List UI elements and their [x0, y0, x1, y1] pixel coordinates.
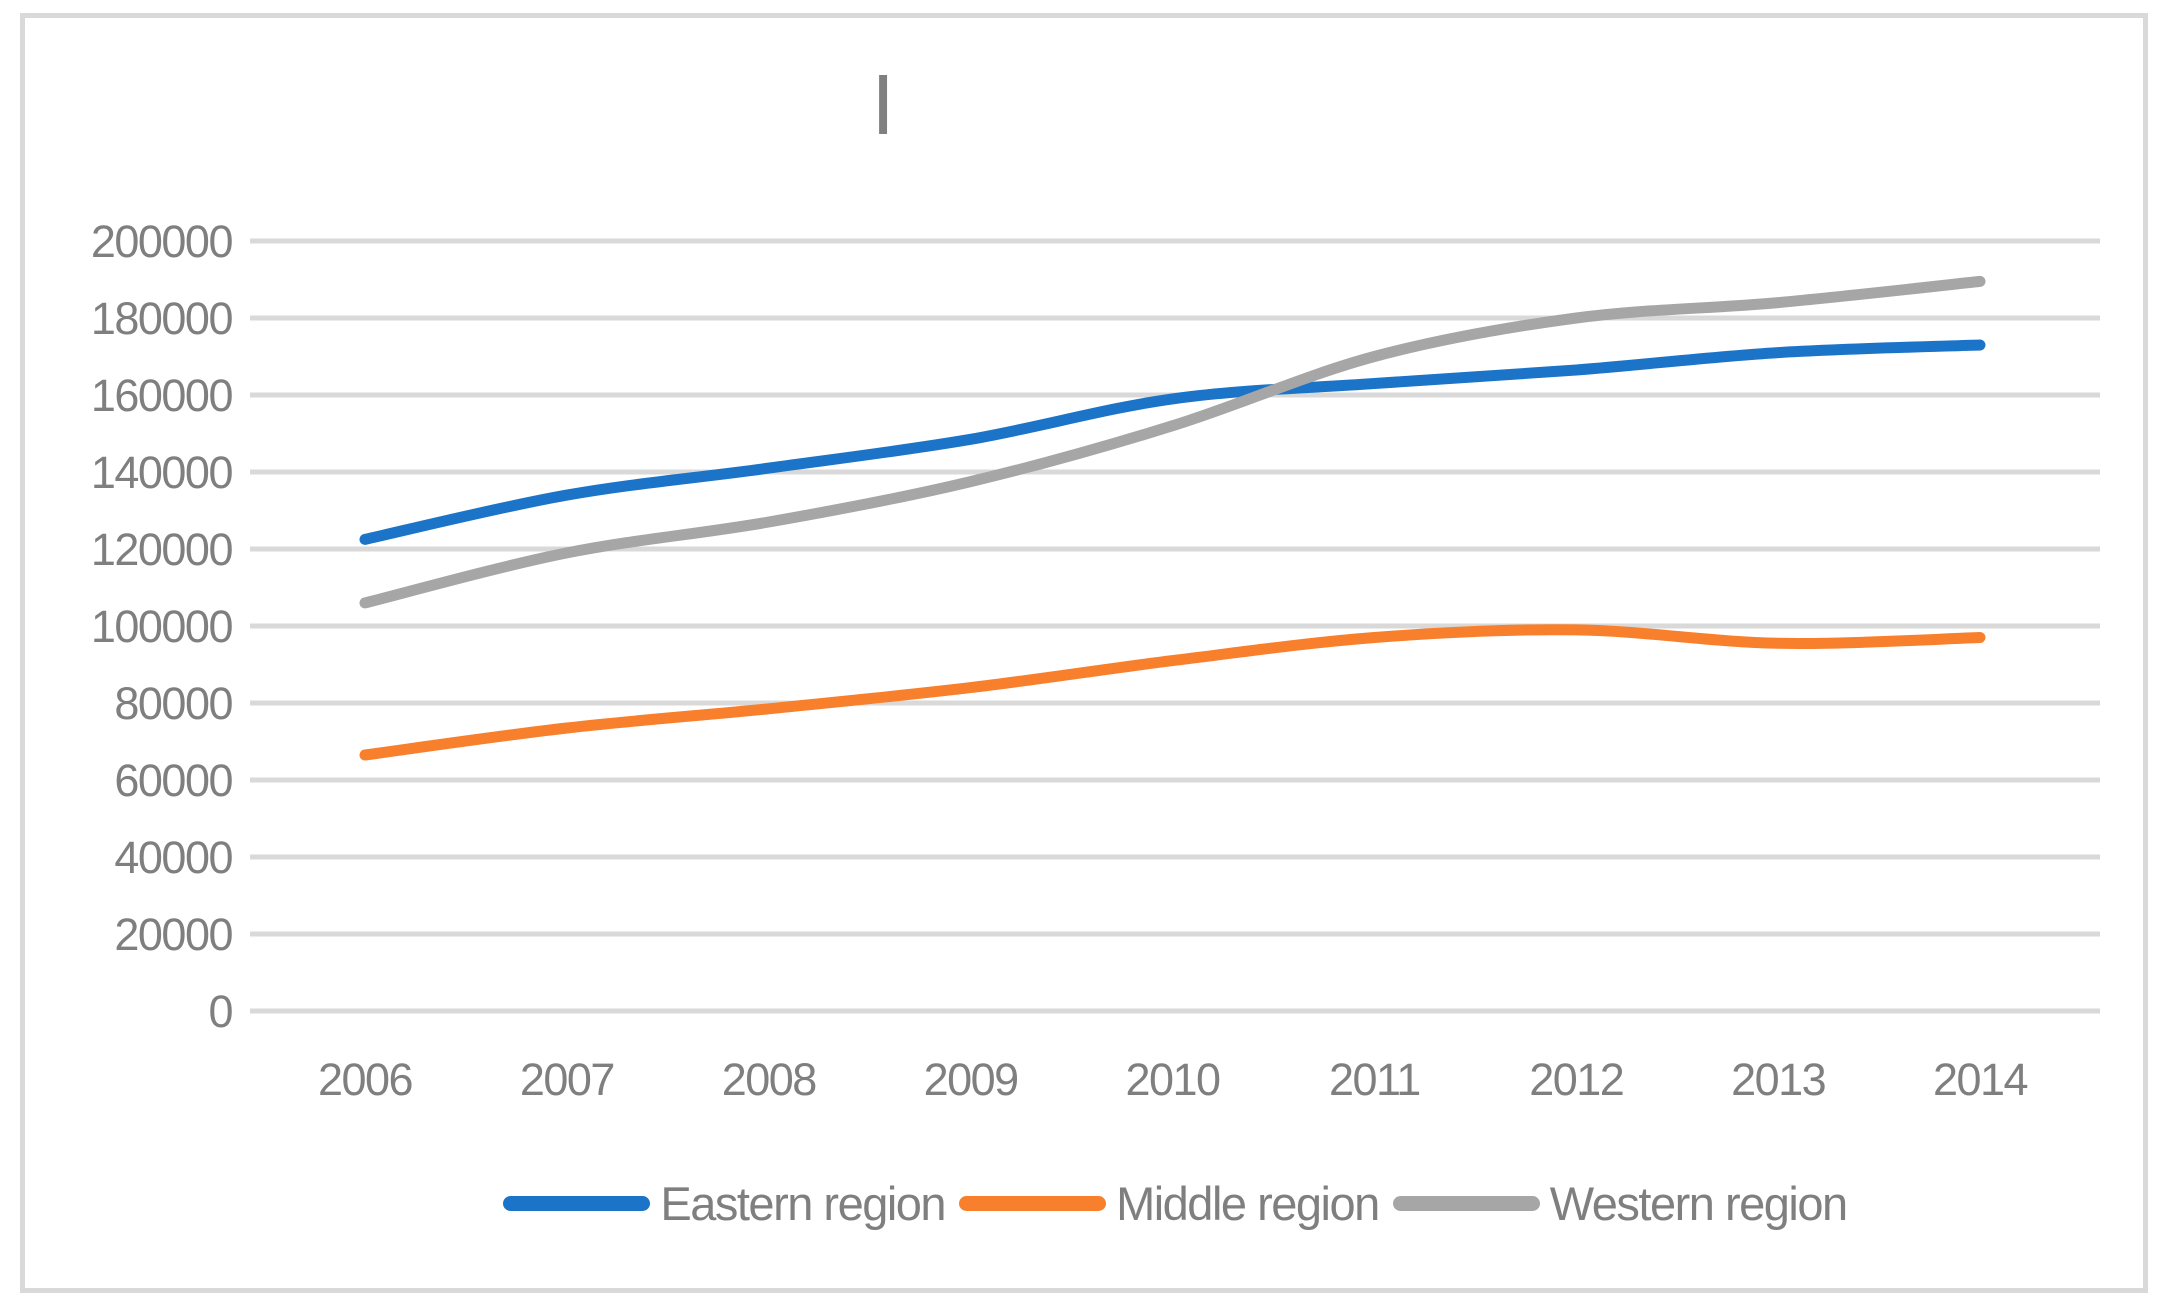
y-tick-label: 140000 [91, 447, 233, 498]
y-tick-label: 60000 [114, 755, 232, 806]
y-tick-label: 100000 [91, 601, 233, 652]
legend-label-eastern: Eastern region [660, 1176, 946, 1230]
y-tick-label: 200000 [91, 216, 233, 267]
legend-line-swatch-western [1392, 1195, 1540, 1211]
x-tick-label: 2008 [722, 1054, 817, 1105]
legend-line-swatch-middle [959, 1195, 1107, 1211]
chart-title-mark: | [858, 60, 908, 140]
y-tick-label: 80000 [114, 678, 232, 729]
chart-title-text: | [874, 65, 892, 134]
x-tick-label: 2012 [1529, 1054, 1623, 1105]
x-tick-label: 2011 [1329, 1054, 1420, 1105]
y-tick-label: 40000 [114, 832, 232, 883]
series-line-eastern-region [359, 339, 1986, 545]
legend-label-western: Western region [1549, 1176, 1848, 1230]
legend-label-middle: Middle region [1116, 1176, 1380, 1230]
y-tick-label: 20000 [114, 909, 232, 960]
legend-item-eastern-region: Eastern region [503, 1176, 947, 1230]
x-tick-label: 2013 [1731, 1054, 1826, 1105]
legend-item-western-region: Western region [1392, 1176, 1848, 1230]
y-tick-label: 0 [208, 986, 232, 1037]
y-tick-label: 120000 [91, 524, 233, 575]
y-tick-label: 160000 [91, 370, 233, 421]
x-tick-label: 2006 [318, 1054, 413, 1105]
legend: Eastern region Middle region Western reg… [250, 1168, 2100, 1238]
series-line-middle-region [359, 624, 1986, 761]
x-tick-label: 2014 [1933, 1054, 2028, 1105]
y-tick-label: 180000 [91, 293, 233, 344]
x-tick-label: 2010 [1125, 1054, 1220, 1105]
legend-line-swatch-eastern [503, 1195, 651, 1211]
legend-item-middle-region: Middle region [959, 1176, 1380, 1230]
x-tick-label: 2009 [924, 1054, 1018, 1105]
series-line-western-region [359, 275, 1986, 609]
chart-border [20, 13, 2148, 1293]
x-tick-label: 2007 [520, 1054, 614, 1105]
